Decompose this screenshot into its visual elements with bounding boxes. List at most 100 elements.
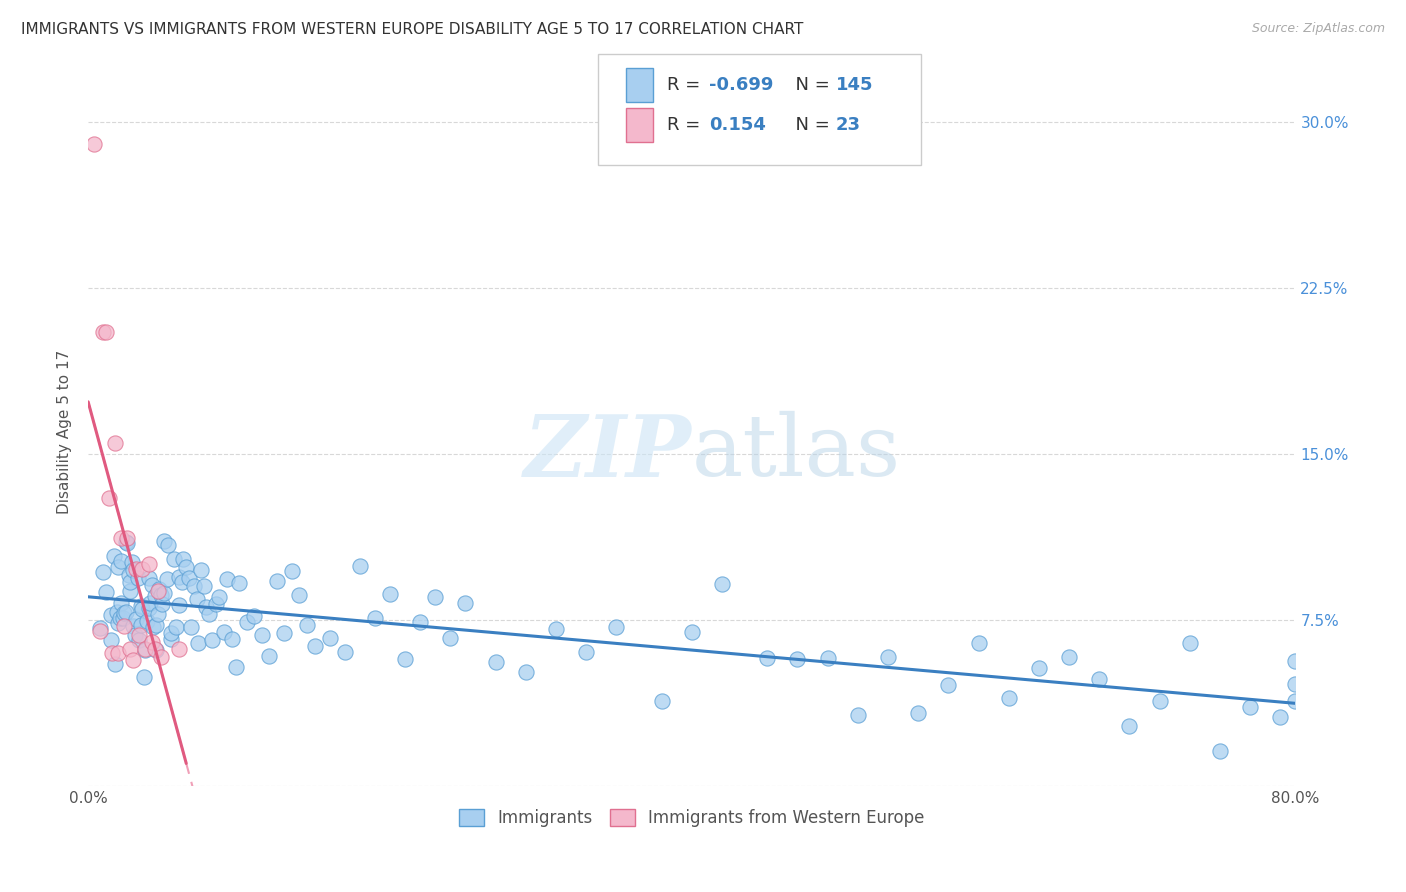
Point [172, 552, 194, 566]
Point [318, 632, 340, 646]
Point [149, 588, 172, 602]
Point [146, 607, 169, 621]
Text: atlas: atlas [692, 411, 901, 494]
Point [104, 435, 127, 450]
Point [409, 615, 432, 629]
Point [179, 571, 201, 585]
Point [273, 626, 295, 640]
Point [122, 619, 145, 633]
Point [681, 624, 703, 639]
Point [228, 576, 250, 591]
Point [139, 596, 162, 610]
Point [454, 597, 477, 611]
Point [243, 608, 266, 623]
Text: Source: ZipAtlas.com: Source: ZipAtlas.com [1251, 22, 1385, 36]
Point [183, 579, 205, 593]
Point [651, 693, 673, 707]
Text: R =: R = [668, 116, 706, 134]
Point [439, 632, 461, 646]
Text: N =: N = [785, 76, 835, 94]
Point [122, 563, 145, 577]
Point [134, 641, 156, 656]
Point [122, 652, 145, 666]
Point [575, 644, 598, 658]
Point [142, 620, 165, 634]
Point [96, 325, 118, 339]
Point [141, 578, 163, 592]
Point [100, 607, 122, 622]
Point [1270, 710, 1292, 724]
Point [131, 562, 153, 576]
Point [394, 652, 416, 666]
Point [250, 628, 273, 642]
Point [143, 641, 166, 656]
Point [544, 622, 567, 636]
Point [180, 620, 202, 634]
Point [152, 586, 174, 600]
Point [117, 536, 139, 550]
Point [349, 559, 371, 574]
Point [167, 641, 190, 656]
Point [115, 606, 138, 620]
Text: 145: 145 [837, 76, 873, 94]
Point [124, 628, 146, 642]
Point [1209, 744, 1232, 758]
Point [515, 665, 537, 680]
Point [1178, 635, 1201, 649]
Point [157, 538, 180, 552]
Point [205, 597, 228, 611]
Point [817, 651, 839, 665]
Text: N =: N = [785, 116, 835, 134]
Point [110, 554, 132, 568]
Point [1284, 694, 1306, 708]
Point [174, 559, 197, 574]
Point [165, 619, 187, 633]
Point [127, 571, 149, 585]
Point [221, 632, 243, 647]
Point [136, 615, 159, 629]
Point [111, 610, 134, 624]
Point [907, 706, 929, 721]
Point [101, 646, 124, 660]
Point [1088, 672, 1111, 686]
Point [786, 652, 808, 666]
Point [120, 574, 142, 589]
Point [378, 587, 401, 601]
Point [1284, 654, 1306, 668]
Point [110, 531, 132, 545]
Point [266, 574, 288, 588]
Point [711, 577, 734, 591]
Point [146, 584, 169, 599]
Point [129, 618, 152, 632]
Point [120, 641, 142, 656]
Point [187, 635, 209, 649]
Text: ZIP: ZIP [524, 411, 692, 494]
Point [121, 555, 143, 569]
Text: 23: 23 [837, 116, 860, 134]
Point [107, 559, 129, 574]
Point [128, 633, 150, 648]
Point [103, 549, 125, 563]
Point [425, 590, 447, 604]
Point [118, 567, 141, 582]
Point [333, 645, 356, 659]
Point [1057, 650, 1080, 665]
Point [150, 598, 173, 612]
Point [208, 590, 231, 604]
Point [148, 582, 170, 596]
Point [108, 611, 131, 625]
Point [170, 575, 193, 590]
Point [160, 632, 183, 647]
Point [193, 579, 215, 593]
Point [145, 618, 167, 632]
Point [194, 599, 217, 614]
Point [89, 621, 111, 635]
Point [1028, 661, 1050, 675]
Point [215, 572, 238, 586]
Point [967, 636, 990, 650]
Point [304, 640, 326, 654]
Point [83, 136, 105, 151]
Point [190, 563, 212, 577]
Point [167, 598, 190, 612]
Point [160, 625, 183, 640]
